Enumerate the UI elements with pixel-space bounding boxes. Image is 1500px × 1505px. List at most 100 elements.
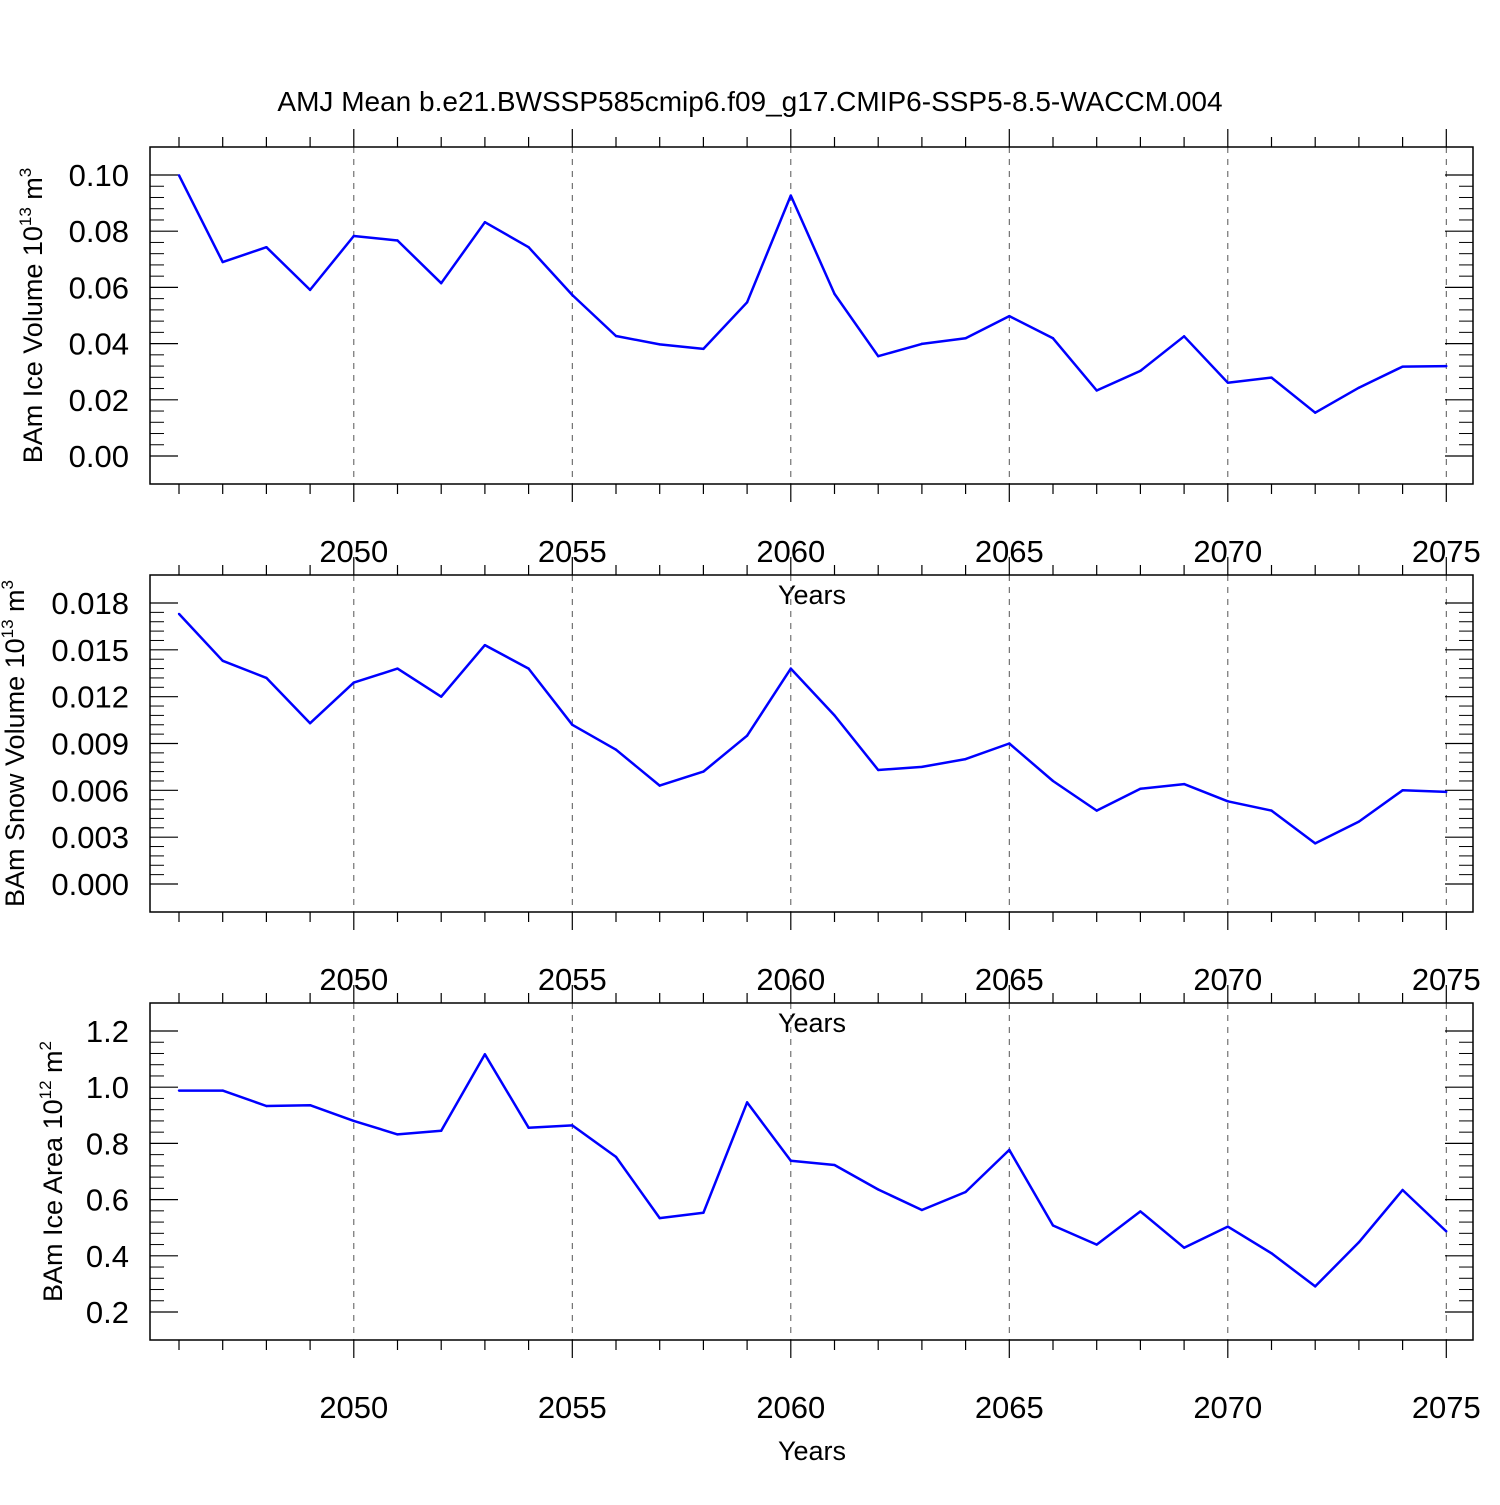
data-point — [1270, 1252, 1273, 1255]
data-point — [177, 1089, 181, 1092]
data-point — [1139, 369, 1142, 373]
data-point — [527, 1126, 530, 1129]
data-point — [221, 260, 224, 264]
data-point — [745, 1101, 749, 1104]
y-tick-label: 0.10 — [69, 158, 129, 193]
data-point — [745, 301, 749, 304]
y-tick-label: 0.08 — [69, 214, 129, 249]
data-point — [265, 246, 268, 249]
series-line-ice-area — [179, 1053, 1448, 1288]
data-point — [1095, 1243, 1098, 1246]
data-point — [1357, 1241, 1361, 1244]
data-point — [1182, 782, 1186, 786]
chart-title: AMJ Mean b.e21.BWSSP585cmip6.f09_g17.CMI… — [277, 86, 1222, 117]
data-point — [1314, 842, 1317, 845]
data-point — [1051, 1224, 1055, 1227]
x-tick-label: 2055 — [538, 1390, 607, 1425]
data-point — [789, 667, 792, 670]
data-point — [964, 337, 967, 340]
y-tick-label: 0.4 — [86, 1239, 129, 1274]
data-point — [221, 1089, 224, 1092]
data-point — [920, 765, 924, 769]
y-tick-label: 0.015 — [51, 633, 129, 668]
y-tick-label: 0.02 — [69, 383, 129, 418]
data-point — [571, 723, 574, 726]
data-point — [833, 714, 836, 717]
y-tick-label: 0.2 — [86, 1295, 129, 1330]
data-point — [833, 292, 836, 296]
data-point — [1051, 779, 1055, 783]
data-point — [527, 667, 530, 670]
data-point — [177, 174, 181, 177]
data-point — [1182, 335, 1186, 338]
data-point — [1226, 800, 1230, 803]
data-point — [964, 1190, 967, 1194]
data-point — [1095, 809, 1098, 812]
data-point — [352, 234, 355, 238]
y-axis-label: BAm Snow Volume 1013 m3 — [0, 580, 30, 907]
data-point — [614, 334, 618, 338]
data-point — [265, 1104, 268, 1108]
data-point — [1008, 742, 1011, 745]
data-point — [702, 1211, 705, 1215]
data-point — [1445, 790, 1448, 794]
x-axis-label: Years — [778, 1008, 846, 1038]
y-tick-label: 1.2 — [86, 1014, 129, 1049]
data-point — [1401, 789, 1404, 792]
y-tick-label: 0.00 — [69, 439, 129, 474]
data-point — [1314, 1285, 1317, 1288]
data-point — [1270, 809, 1273, 812]
data-point — [265, 676, 268, 680]
data-point — [177, 612, 181, 616]
data-point — [483, 221, 487, 224]
x-tick-label: 2075 — [1412, 1390, 1481, 1425]
y-axis-label: BAm Ice Volume 1013 m3 — [16, 168, 48, 464]
data-point — [483, 1053, 487, 1056]
data-point — [308, 722, 312, 725]
y-tick-label: 0.6 — [86, 1183, 129, 1218]
data-point — [702, 347, 705, 351]
data-point — [745, 734, 749, 737]
data-point — [1314, 411, 1317, 414]
plot-frame — [149, 574, 1474, 913]
data-point — [1445, 1230, 1448, 1233]
data-point — [877, 355, 880, 358]
data-point — [877, 1188, 880, 1191]
data-point — [571, 1124, 574, 1127]
y-tick-label: 0.04 — [69, 327, 129, 362]
data-point — [308, 1103, 312, 1107]
data-point — [396, 1133, 399, 1136]
x-tick-label: 2060 — [756, 1390, 825, 1425]
data-point — [920, 342, 924, 346]
data-point — [1357, 820, 1361, 823]
data-point — [440, 281, 443, 285]
y-tick-label: 0.012 — [51, 680, 129, 715]
data-point — [658, 784, 661, 787]
x-tick-label: 2070 — [1193, 1390, 1262, 1425]
data-point — [614, 1155, 618, 1159]
data-point — [527, 246, 530, 249]
plot-frame — [149, 146, 1474, 485]
data-point — [440, 695, 443, 698]
data-point — [483, 643, 487, 647]
data-point — [789, 194, 792, 197]
data-point — [1401, 1188, 1404, 1192]
data-point — [1445, 364, 1448, 368]
data-point — [658, 1216, 661, 1220]
data-point — [1051, 337, 1055, 340]
data-point — [702, 770, 705, 773]
data-point — [789, 1159, 792, 1163]
data-point — [964, 757, 967, 761]
data-point — [1008, 314, 1011, 318]
y-axis-label: BAm Ice Area 1012 m2 — [36, 1041, 68, 1302]
data-point — [1139, 787, 1142, 790]
y-tick-label: 0.003 — [51, 820, 129, 855]
series-line-ice-volume — [177, 174, 1447, 414]
data-point — [221, 659, 224, 662]
series-line-snow-volume — [178, 613, 1447, 845]
data-point — [1270, 376, 1273, 379]
data-point — [1357, 386, 1361, 389]
data-point — [1226, 1225, 1230, 1228]
